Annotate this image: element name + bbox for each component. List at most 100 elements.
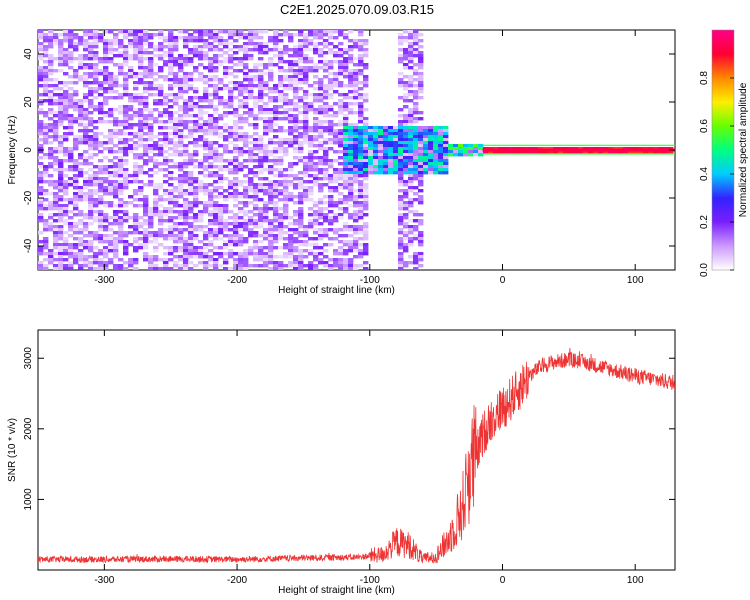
spectrogram-cell: [198, 252, 204, 256]
spectrogram-cell: [428, 165, 434, 169]
spectrogram-cell: [53, 36, 59, 40]
spectrogram-cell: [153, 264, 159, 268]
spectrogram-cell: [178, 63, 184, 67]
spectrogram-cell: [83, 243, 89, 247]
spectrogram-cell: [188, 246, 194, 250]
spectrogram-cell: [443, 162, 449, 166]
spectrogram-cell: [143, 42, 149, 46]
spectrogram-cell: [218, 216, 224, 220]
spectrogram-cell: [353, 72, 359, 76]
spectrogram-cell: [273, 111, 279, 115]
spectrogram-cell: [268, 267, 274, 270]
spectrogram-cell: [303, 168, 309, 172]
spectrogram-cell: [213, 60, 219, 64]
spectrogram-cell: [248, 183, 254, 187]
spectrogram-cell: [283, 99, 289, 103]
spectrogram-cell: [68, 75, 74, 79]
spectrogram-cell: [288, 39, 294, 43]
spectrogram-cell: [278, 66, 284, 70]
spectrogram-cell: [58, 267, 64, 270]
spectrogram-cell: [273, 33, 279, 37]
spectrogram-cell: [183, 150, 189, 154]
spectrogram-cell: [243, 99, 249, 103]
spectrogram-cell: [323, 264, 329, 268]
spectrogram-cell: [388, 126, 394, 130]
spectrogram-cell: [318, 36, 324, 40]
spectrogram-cell: [223, 195, 229, 199]
spectrogram-cell: [413, 237, 419, 241]
spectrogram-cell: [183, 237, 189, 241]
spectrogram-cell: [153, 147, 159, 151]
spectrogram-cell: [158, 66, 164, 70]
spectrogram-cell: [273, 207, 279, 211]
spectrogram-cell: [408, 42, 414, 46]
spectrogram-cell: [38, 129, 44, 133]
spectrogram-cell: [228, 81, 234, 85]
spectrogram-cell: [253, 105, 259, 109]
spectrogram-cell: [238, 255, 244, 259]
spectrogram-cell: [88, 261, 94, 265]
spectrogram-cell: [68, 153, 74, 157]
spectrogram-cell: [403, 225, 409, 229]
spectrogram-cell: [183, 153, 189, 157]
spectrogram-cell: [98, 198, 104, 202]
spectrogram-cell: [313, 144, 319, 148]
spectrogram-cell: [133, 240, 139, 244]
spectrogram-cell: [88, 243, 94, 247]
spectrogram-cell: [313, 108, 319, 112]
y-tick-label: -40: [23, 238, 34, 253]
spectrogram-cell: [153, 183, 159, 187]
spectrogram-cell: [233, 123, 239, 127]
spectrogram-cell: [63, 135, 69, 139]
spectrogram-cell: [223, 252, 229, 256]
spectrogram-cell: [398, 216, 404, 220]
spectrogram-cell: [48, 57, 54, 61]
spectrogram-cell: [48, 63, 54, 67]
spectrogram-cell: [448, 150, 454, 154]
spectrogram-carrier-edge: [482, 144, 675, 146]
spectrogram-cell: [178, 105, 184, 109]
spectrogram-cell: [98, 201, 104, 205]
spectrogram-cell: [358, 252, 364, 256]
spectrogram-cell: [68, 129, 74, 133]
spectrogram-cell: [268, 258, 274, 262]
spectrogram-cell: [293, 147, 299, 151]
spectrogram-cell: [418, 33, 424, 37]
spectrogram-cell: [283, 177, 289, 181]
spectrogram-cell: [223, 189, 229, 193]
spectrogram-cell: [188, 159, 194, 163]
spectrogram-cell: [233, 138, 239, 142]
spectrogram-cell: [193, 36, 199, 40]
spectrogram-cell: [313, 45, 319, 49]
spectrogram-cell: [243, 42, 249, 46]
spectrogram-cell: [88, 90, 94, 94]
spectrogram-cell: [178, 36, 184, 40]
spectrogram-cell: [318, 30, 324, 34]
spectrogram-cell: [43, 168, 49, 172]
spectrogram-cell: [248, 135, 254, 139]
spectrogram-cell: [388, 159, 394, 163]
spectrogram-cell: [143, 105, 149, 109]
spectrogram-cell: [183, 189, 189, 193]
spectrogram-cell: [203, 225, 209, 229]
spectrogram-cell: [338, 132, 344, 136]
spectrogram-cell: [173, 45, 179, 49]
spectrogram-cell: [463, 147, 469, 151]
spectrogram-cell: [363, 168, 369, 172]
spectrogram-cell: [188, 48, 194, 52]
spectrogram-cell: [58, 174, 64, 178]
spectrogram-cell: [258, 207, 264, 211]
spectrogram-cell: [153, 234, 159, 238]
spectrogram-cell: [308, 30, 314, 34]
spectrogram-cell: [43, 51, 49, 55]
spectrogram-cell: [378, 168, 384, 172]
spectrogram-cell: [213, 204, 219, 208]
spectrogram-cell: [153, 246, 159, 250]
spectrogram-cell: [58, 216, 64, 220]
spectrogram-cell: [398, 168, 404, 172]
spectrogram-cell: [288, 63, 294, 67]
spectrogram-cell: [93, 69, 99, 73]
spectrogram-cell: [93, 165, 99, 169]
spectrogram-cell: [378, 144, 384, 148]
spectrogram-cell: [123, 57, 129, 61]
